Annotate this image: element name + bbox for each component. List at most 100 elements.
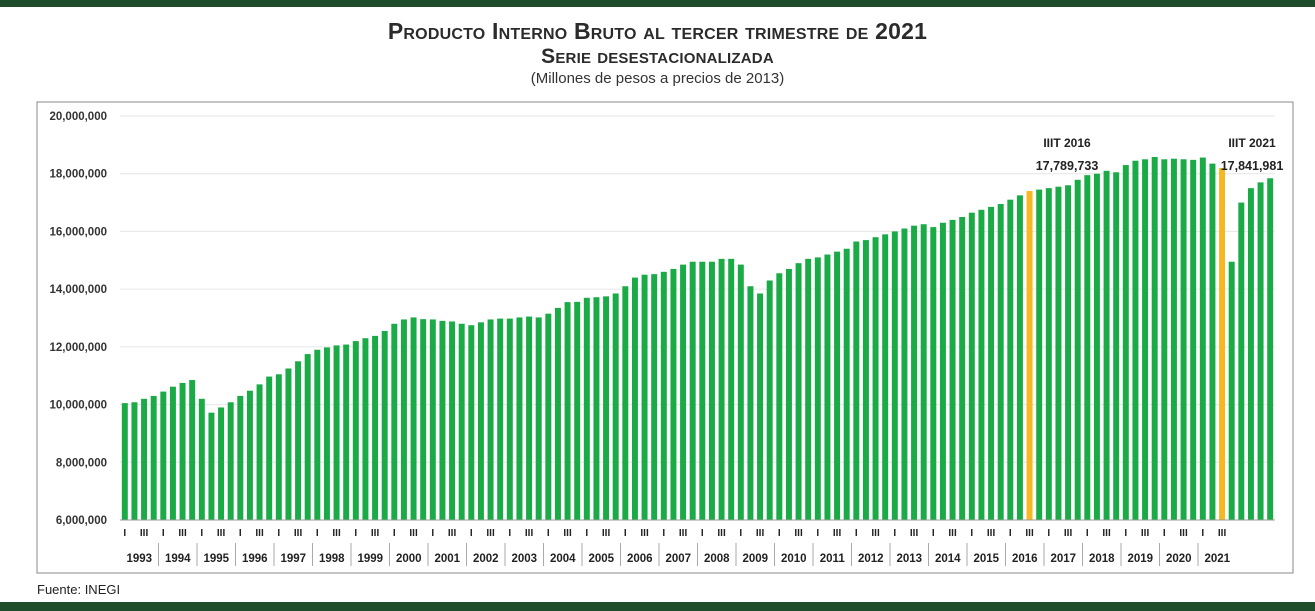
quarter-tick-label: I <box>855 528 858 539</box>
quarter-tick-label: III <box>1179 528 1188 539</box>
quarter-tick-label: I <box>200 528 203 539</box>
x-tick-label: 2005 <box>588 553 614 565</box>
x-tick-label: 2002 <box>473 553 499 565</box>
x-tick-label: 2017 <box>1050 553 1076 565</box>
x-tick-label: 2019 <box>1127 553 1153 565</box>
bar <box>718 258 725 520</box>
bar <box>1161 159 1168 521</box>
bar <box>1055 186 1062 520</box>
x-tick-label: 1998 <box>319 553 345 565</box>
quarter-tick-label: III <box>794 528 803 539</box>
quarter-tick-label: III <box>948 528 957 539</box>
bar <box>843 248 850 520</box>
bar <box>1257 182 1264 520</box>
quarter-tick-label: I <box>816 528 819 539</box>
bar <box>1180 159 1187 521</box>
x-tick-label: 2021 <box>1204 553 1230 565</box>
quarter-tick-label: III <box>833 528 842 539</box>
y-tick-label: 20,000,000 <box>49 111 107 123</box>
y-tick-label: 12,000,000 <box>49 342 107 354</box>
bar <box>237 395 244 520</box>
bar <box>1267 178 1274 520</box>
y-tick-label: 18,000,000 <box>49 169 107 181</box>
bar <box>304 354 311 520</box>
quarter-tick-label: III <box>409 528 418 539</box>
x-tick-label: 1996 <box>242 553 268 565</box>
bar <box>497 318 504 520</box>
bar <box>959 217 966 520</box>
x-tick-label: 2003 <box>511 553 537 565</box>
bar <box>506 318 513 520</box>
bar <box>882 234 889 521</box>
quarter-tick-label: I <box>239 528 242 539</box>
bar <box>400 319 407 520</box>
y-tick-label: 16,000,000 <box>49 226 107 238</box>
bar <box>824 254 831 520</box>
bar <box>458 323 465 520</box>
quarter-tick-label: I <box>739 528 742 539</box>
bar <box>208 412 215 520</box>
quarter-tick-label: III <box>563 528 572 539</box>
x-tick-label: 1995 <box>203 553 229 565</box>
quarter-tick-label: III <box>486 528 495 539</box>
x-tick-label: 1997 <box>280 553 306 565</box>
x-tick-label: 2011 <box>820 553 846 565</box>
bar <box>1170 158 1177 521</box>
bar <box>997 204 1004 520</box>
y-tick-label: 8,000,000 <box>56 457 107 469</box>
bar <box>766 280 773 520</box>
quarter-tick-label: III <box>640 528 649 539</box>
bar <box>795 263 802 520</box>
bar <box>814 257 821 520</box>
x-tick-label: 2000 <box>396 553 422 565</box>
quarter-tick-label: III <box>756 528 765 539</box>
bar <box>333 345 340 520</box>
x-tick-label: 2001 <box>434 553 460 565</box>
quarter-tick-label: I <box>470 528 473 539</box>
bar <box>554 307 561 520</box>
x-tick-label: 2012 <box>858 553 884 565</box>
quarter-tick-label: I <box>431 528 434 539</box>
bar <box>949 219 956 520</box>
quarter-tick-label: I <box>624 528 627 539</box>
bar <box>1074 179 1081 521</box>
bar <box>939 222 946 520</box>
bar <box>439 320 446 520</box>
x-tick-label: 2015 <box>973 553 999 565</box>
bar <box>651 274 658 520</box>
bar <box>805 258 812 520</box>
quarter-tick-label: III <box>371 528 380 539</box>
quarter-tick-label: I <box>277 528 280 539</box>
x-tick-label: 2013 <box>896 553 922 565</box>
bar <box>266 376 273 520</box>
x-tick-label: 1994 <box>165 553 191 565</box>
bar <box>526 316 533 520</box>
quarter-tick-label: I <box>123 528 126 539</box>
bar <box>1103 170 1110 521</box>
bar <box>227 402 234 520</box>
bottom-band <box>0 602 1315 611</box>
bar <box>275 374 282 520</box>
bar <box>449 321 456 520</box>
annotation-value: 17,841,981 <box>1221 159 1284 173</box>
bar <box>362 338 369 520</box>
bar <box>535 317 542 520</box>
bar <box>660 271 667 520</box>
bar <box>978 209 985 521</box>
quarter-tick-label: I <box>1009 528 1012 539</box>
bar <box>901 228 908 521</box>
bar <box>468 325 475 520</box>
bar <box>1199 157 1206 520</box>
bar <box>391 323 398 520</box>
x-tick-label: 2020 <box>1166 553 1192 565</box>
bar <box>862 240 869 521</box>
quarter-tick-label: I <box>1201 528 1204 539</box>
y-tick-label: 10,000,000 <box>49 400 107 412</box>
quarter-tick-label: I <box>778 528 781 539</box>
chart-subtitle: Serie desestacionalizada <box>541 45 774 68</box>
quarter-tick-label: III <box>1218 528 1227 539</box>
bar <box>1036 189 1043 521</box>
bar <box>150 395 157 520</box>
bar <box>141 398 148 520</box>
